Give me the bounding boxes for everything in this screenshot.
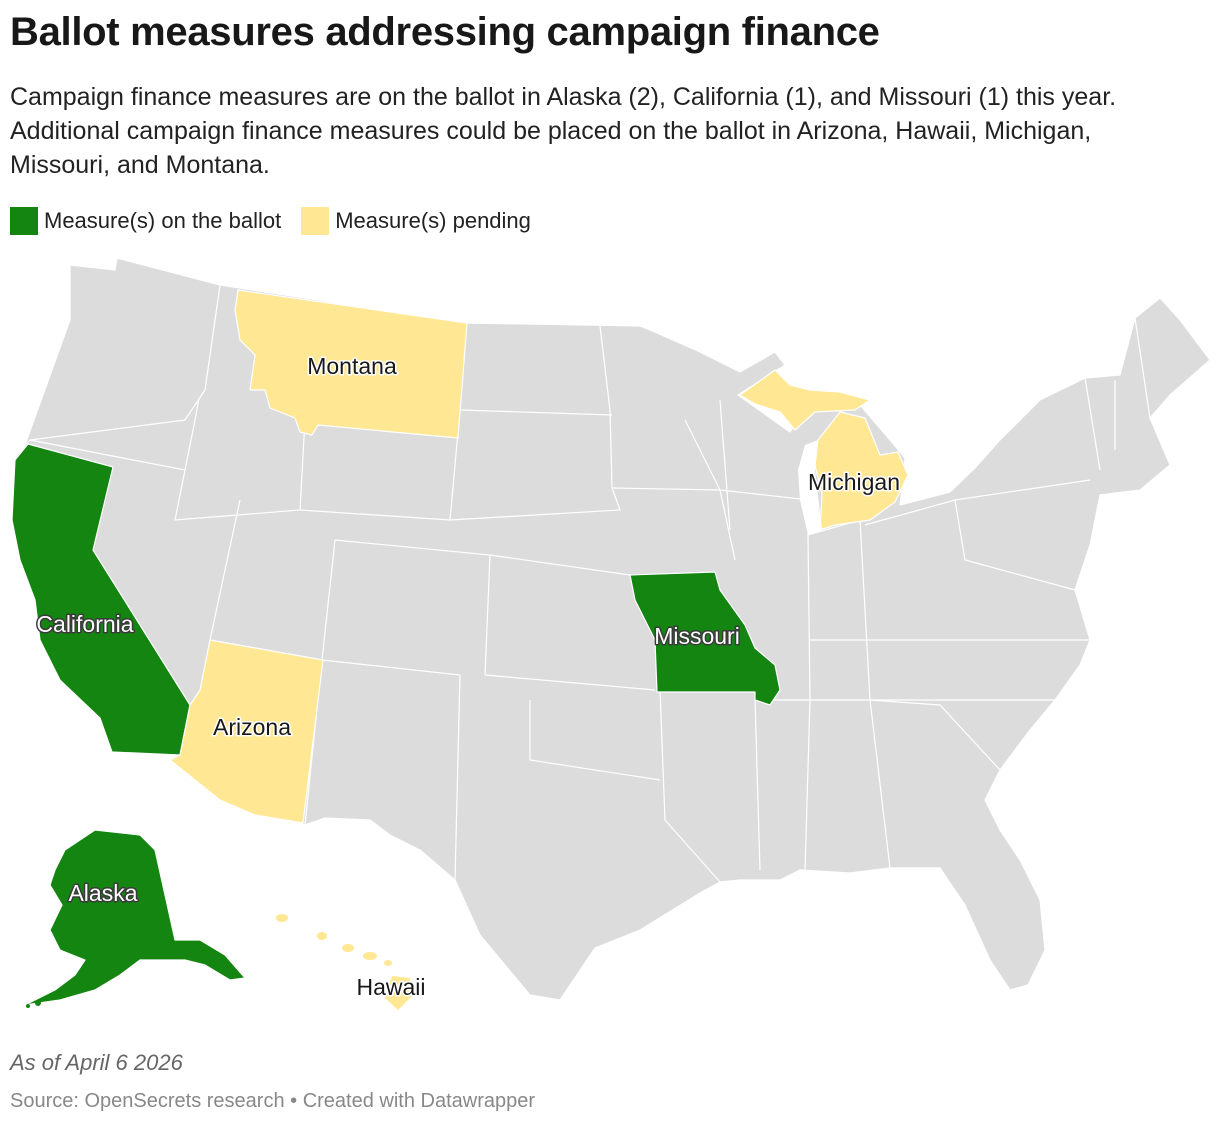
state-arizona bbox=[169, 639, 324, 824]
state-california bbox=[11, 443, 191, 756]
label-hawaii: Hawaii bbox=[356, 974, 425, 1000]
legend-item-pending: Measure(s) pending bbox=[301, 207, 531, 235]
chart-source: Source: OpenSecrets research • Created w… bbox=[10, 1090, 536, 1112]
lake-michigan bbox=[798, 440, 822, 535]
chart-subtitle: Campaign finance measures are on the bal… bbox=[10, 83, 1117, 179]
legend-item-ballot: Measure(s) on the ballot bbox=[10, 207, 281, 235]
legend-label-pending: Measure(s) pending bbox=[335, 208, 531, 233]
state-michigan-upper bbox=[739, 369, 871, 431]
alaska-island bbox=[35, 1000, 41, 1006]
legend-swatch-pending bbox=[301, 207, 330, 235]
legend: Measure(s) on the ballot Measure(s) pend… bbox=[10, 206, 551, 236]
chart-title: Ballot measures addressing campaign fina… bbox=[10, 10, 880, 54]
label-missouri: Missouri bbox=[654, 623, 740, 649]
legend-label-ballot: Measure(s) on the ballot bbox=[44, 208, 282, 233]
state-hawaii bbox=[276, 914, 412, 1010]
label-montana: Montana bbox=[307, 353, 397, 379]
state-missouri bbox=[629, 571, 781, 706]
state-michigan-lower bbox=[814, 411, 909, 531]
legend-swatch-ballot bbox=[10, 207, 38, 235]
label-arizona: Arizona bbox=[213, 714, 291, 740]
alaska-island bbox=[26, 1004, 30, 1008]
us-map: Montana Michigan California Missouri Ari… bbox=[11, 257, 1211, 1010]
label-alaska: Alaska bbox=[68, 880, 137, 906]
label-california: California bbox=[36, 611, 133, 637]
label-michigan: Michigan bbox=[808, 469, 900, 495]
state-montana bbox=[234, 289, 468, 439]
state-washington-oregon bbox=[24, 257, 221, 446]
state-borders bbox=[29, 284, 1151, 883]
chart-note: As of April 6 2026 bbox=[10, 1050, 183, 1075]
state-alaska bbox=[24, 829, 246, 1006]
